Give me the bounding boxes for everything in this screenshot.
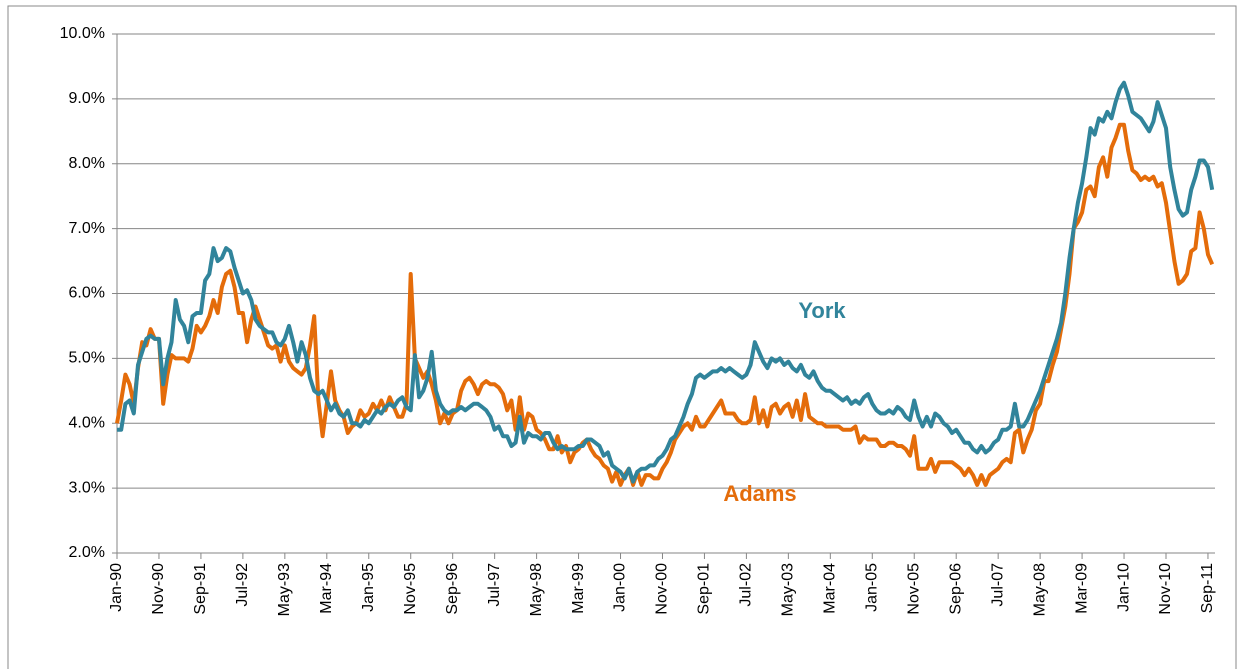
x-tick-label: Mar-04 (822, 563, 839, 614)
x-tick-label: Jul-97 (486, 563, 503, 607)
chart-frame (7, 5, 1237, 669)
x-tick-label: May-98 (528, 563, 545, 616)
x-tick-label: Jan-10 (1115, 563, 1132, 612)
x-tick-label: Jul-92 (234, 563, 251, 607)
line-series (115, 122, 1215, 487)
x-tick-label: Sep-91 (192, 563, 209, 615)
y-tick-label: 10.0% (60, 25, 105, 42)
x-tick-label: May-08 (1031, 563, 1048, 616)
series-label: York (798, 298, 846, 323)
series-label: Adams (723, 481, 796, 506)
x-tick-label: Jan-90 (108, 563, 125, 612)
x-tick-label: Jan-00 (612, 563, 629, 612)
y-tick-label: 2.0% (69, 544, 105, 561)
x-tick-label: Sep-11 (1199, 563, 1216, 614)
x-tick-label: Nov-05 (905, 563, 922, 615)
x-tick-label: Jan-05 (863, 563, 880, 612)
x-tick-label: Sep-96 (444, 563, 461, 615)
x-tick-label: Mar-94 (318, 563, 335, 614)
x-tick-label: Sep-01 (696, 563, 713, 615)
x-tick-label: Jul-07 (989, 563, 1006, 607)
x-tick-label: May-03 (780, 563, 797, 616)
line-series (117, 80, 1215, 484)
x-tick-label: Sep-06 (947, 563, 964, 615)
x-tick-label: Nov-95 (402, 563, 419, 615)
x-tick-label: Nov-10 (1157, 563, 1174, 615)
x-tick-label: Mar-09 (1073, 563, 1090, 614)
y-tick-label: 5.0% (69, 350, 105, 367)
x-tick-label: Nov-00 (654, 563, 671, 615)
x-tick-label: May-93 (276, 563, 293, 616)
y-tick-label: 8.0% (69, 155, 105, 172)
y-tick-label: 4.0% (69, 414, 105, 431)
y-tick-label: 9.0% (69, 90, 105, 107)
y-tick-label: 6.0% (69, 285, 105, 302)
x-tick-label: Nov-90 (150, 563, 167, 615)
y-tick-label: 7.0% (69, 220, 105, 237)
y-tick-label: 3.0% (69, 479, 105, 496)
x-tick-label: Mar-99 (570, 563, 587, 614)
x-tick-label: Jul-02 (738, 563, 755, 607)
x-tick-label: Jan-95 (360, 563, 377, 612)
